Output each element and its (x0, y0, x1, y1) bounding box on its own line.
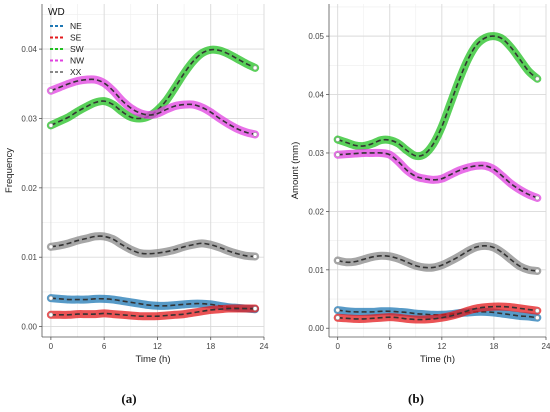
y-tick-label: 0.02 (308, 207, 324, 216)
x-tick-label: 18 (489, 342, 498, 351)
series-line-se (337, 305, 538, 321)
series-point-xx (535, 268, 540, 274)
x-tick-label: 24 (542, 342, 550, 351)
series-point-ne (335, 307, 340, 313)
plot-area (42, 4, 264, 337)
legend-label-xx: XX (70, 67, 82, 77)
panel-label: (a) (121, 391, 136, 406)
series-line-xx (50, 235, 256, 258)
y-tick-label: 0.00 (21, 323, 37, 332)
series-point-se (48, 312, 54, 318)
series-point-nw (252, 132, 258, 137)
plot-area (329, 4, 546, 337)
panel-b: 0 6 12 18 24 0.00 0.01 0.02 0.03 0.04 0.05 Time (h)… (290, 4, 550, 406)
series-point-se (335, 315, 340, 321)
x-tick-label: 6 (102, 342, 107, 351)
series-point-se (252, 306, 258, 311)
series-point-sw (335, 137, 340, 142)
series-point-xx (335, 258, 340, 263)
y-axis-title: Frequency (4, 148, 15, 193)
series-point-xx (48, 244, 54, 250)
series-point-nw (48, 88, 54, 94)
legend-label-nw: NW (70, 56, 84, 66)
y-tick-label: 0.00 (308, 324, 324, 333)
legend-label-se: SE (70, 33, 82, 43)
series-line-nw (50, 78, 256, 136)
series-point-ne (48, 295, 54, 301)
series-point-sw (252, 65, 258, 71)
series-line-sw (337, 35, 538, 157)
series-point-nw (335, 152, 340, 158)
series-point-xx (252, 254, 258, 259)
x-tick-label: 12 (437, 342, 446, 351)
legend-title: WD (48, 7, 65, 18)
legend-label-ne: NE (70, 21, 82, 31)
series-point-se (535, 308, 540, 314)
y-tick-label: 0.01 (308, 266, 324, 275)
x-axis-title: Time (h) (135, 354, 170, 365)
x-axis-title: Time (h) (420, 354, 455, 365)
series-point-ne (535, 315, 540, 321)
y-tick-label: 0.03 (21, 114, 37, 123)
legend-label-sw: SW (70, 44, 84, 54)
panel-a: 0 6 12 18 24 0.00 0.01 0.02 0.03 0.04 Time (h) Freq… (4, 4, 269, 406)
y-tick-label: 0.03 (308, 149, 324, 158)
panel-label: (b) (408, 391, 424, 406)
series-line-nw (337, 152, 538, 199)
series-line-xx (337, 245, 538, 272)
y-tick-label: 0.04 (308, 91, 324, 100)
x-tick-label: 12 (153, 342, 162, 351)
y-tick-label: 0.04 (21, 45, 37, 54)
y-axis-title: Amount (mm) (290, 142, 301, 200)
series-line-se (50, 307, 256, 318)
series-point-nw (535, 195, 540, 201)
x-tick-label: 6 (388, 342, 393, 351)
y-tick-label: 0.05 (308, 32, 324, 41)
x-tick-label: 0 (49, 342, 54, 351)
x-tick-label: 0 (335, 342, 340, 351)
x-tick-label: 18 (206, 342, 215, 351)
series-point-sw (535, 76, 540, 82)
y-tick-label: 0.02 (21, 184, 37, 193)
x-tick-label: 24 (260, 342, 269, 351)
series-point-sw (48, 123, 54, 128)
y-tick-label: 0.01 (21, 253, 37, 262)
